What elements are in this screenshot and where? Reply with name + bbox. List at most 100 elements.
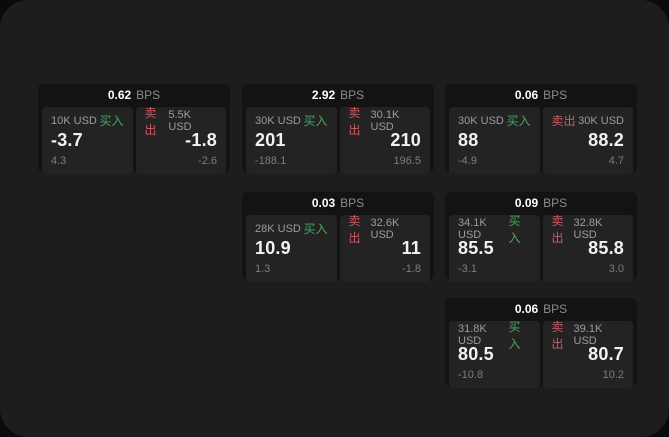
sell-tag: 卖出: [348, 213, 361, 245]
buy-price: 88: [458, 130, 479, 150]
sell-sub-value: 10.2: [602, 369, 624, 381]
quote-card: 0.06 BPS 31.8K USD 买入 80.5 -10.8 卖出 39.1…: [445, 298, 637, 388]
buy-top-row: 30K USD 买入: [255, 113, 328, 128]
sell-top-row: 卖出 5.5K USD: [145, 106, 218, 137]
buy-price: 85.5: [458, 238, 494, 258]
buy-price: 201: [255, 130, 286, 150]
sell-top-row: 卖出 32.6K USD: [349, 214, 422, 245]
buy-quote-panel[interactable]: 30K USD 买入 201 -188.1: [246, 107, 337, 174]
sell-quote-panel[interactable]: 卖出 5.5K USD -1.8 -2.6: [135, 106, 226, 174]
quote-card: 0.62 BPS 10K USD 买入 -3.7 4.3 卖出 5.5K USD…: [38, 84, 230, 174]
bps-unit-label: BPS: [340, 196, 365, 210]
bps-unit-label: BPS: [340, 88, 365, 102]
sell-price: 88.2: [588, 130, 624, 150]
sell-top-row: 卖出 30.1K USD: [349, 106, 422, 137]
buy-tag: 买入: [303, 114, 328, 128]
sell-top-row: 卖出 32.8K USD: [552, 214, 625, 245]
sell-sub-value: -2.6: [198, 155, 217, 167]
bps-value: 0.09: [514, 196, 539, 210]
card-header: 0.62 BPS: [38, 84, 230, 106]
card-body: 31.8K USD 买入 80.5 -10.8 卖出 39.1K USD 80.…: [445, 320, 637, 388]
sell-sub-value: 4.7: [608, 155, 624, 167]
sell-tag: 卖出: [551, 319, 564, 351]
sell-quote-panel[interactable]: 卖出 32.8K USD 85.8 3.0: [542, 214, 633, 282]
buy-amount: 30K USD: [458, 114, 504, 127]
buy-quote-panel[interactable]: 30K USD 买入 88 -4.9: [449, 107, 540, 174]
bps-unit-label: BPS: [543, 302, 568, 316]
bps-value: 0.62: [107, 88, 132, 102]
bps-value: 0.06: [514, 302, 539, 316]
sell-price: 11: [401, 238, 421, 258]
buy-sub-value: -3.1: [458, 263, 477, 275]
bps-value: 0.03: [311, 196, 336, 210]
buy-amount: 31.8K USD: [458, 322, 487, 347]
buy-price: -3.7: [51, 130, 83, 150]
sell-amount: 32.8K USD: [573, 216, 603, 241]
buy-quote-panel[interactable]: 10K USD 买入 -3.7 4.3: [42, 107, 133, 174]
card-body: 34.1K USD 买入 85.5 -3.1 卖出 32.8K USD 85.8…: [445, 214, 637, 282]
card-body: 10K USD 买入 -3.7 4.3 卖出 5.5K USD -1.8 -2.…: [38, 106, 230, 174]
buy-amount: 34.1K USD: [458, 216, 487, 241]
buy-top-row: 31.8K USD 买入: [458, 320, 531, 351]
quote-card: 0.06 BPS 30K USD 买入 88 -4.9 卖出 30K USD 8…: [445, 84, 637, 174]
sell-tag: 卖出: [551, 213, 564, 245]
sell-tag: 卖出: [144, 105, 157, 137]
sell-top-row: 卖出 30K USD: [552, 113, 625, 128]
sell-tag: 卖出: [551, 114, 576, 128]
bps-value: 2.92: [311, 88, 336, 102]
buy-top-row: 10K USD 买入: [51, 113, 124, 128]
buy-tag: 买入: [506, 114, 531, 128]
buy-amount: 30K USD: [255, 114, 301, 127]
sell-price: 85.8: [588, 238, 624, 258]
quote-card: 0.09 BPS 34.1K USD 买入 85.5 -3.1 卖出 32.8K…: [445, 192, 637, 282]
buy-sub-value: 1.3: [255, 263, 271, 275]
buy-sub-value: 4.3: [51, 155, 67, 167]
sell-quote-panel[interactable]: 卖出 32.6K USD 11 -1.8: [339, 214, 430, 282]
buy-price: 10.9: [255, 238, 291, 258]
sell-sub-value: 196.5: [393, 155, 421, 167]
card-header: 0.03 BPS: [242, 192, 434, 214]
quote-card: 2.92 BPS 30K USD 买入 201 -188.1 卖出 30.1K …: [242, 84, 434, 174]
card-header: 0.06 BPS: [445, 298, 637, 320]
card-body: 30K USD 买入 88 -4.9 卖出 30K USD 88.2 4.7: [445, 106, 637, 174]
card-header: 2.92 BPS: [242, 84, 434, 106]
sell-price: -1.8: [185, 130, 217, 150]
buy-top-row: 34.1K USD 买入: [458, 214, 531, 245]
buy-tag: 买入: [99, 114, 124, 128]
buy-top-row: 30K USD 买入: [458, 113, 531, 128]
sell-quote-panel[interactable]: 卖出 39.1K USD 80.7 10.2: [542, 320, 633, 388]
buy-top-row: 28K USD 买入: [255, 221, 328, 236]
sell-quote-panel[interactable]: 卖出 30K USD 88.2 4.7: [542, 107, 633, 174]
bps-unit-label: BPS: [136, 88, 161, 102]
card-body: 30K USD 买入 201 -188.1 卖出 30.1K USD 210 1…: [242, 106, 434, 174]
buy-amount: 28K USD: [255, 222, 301, 235]
sell-amount: 39.1K USD: [573, 322, 603, 347]
buy-sub-value: -188.1: [255, 155, 287, 167]
sell-quote-panel[interactable]: 卖出 30.1K USD 210 196.5: [339, 106, 430, 174]
buy-quote-panel[interactable]: 31.8K USD 买入 80.5 -10.8: [449, 320, 540, 388]
buy-quote-panel[interactable]: 34.1K USD 买入 85.5 -3.1: [449, 214, 540, 282]
quote-card: 0.03 BPS 28K USD 买入 10.9 1.3 卖出 32.6K US…: [242, 192, 434, 282]
buy-sub-value: -10.8: [458, 369, 484, 381]
buy-sub-value: -4.9: [458, 155, 477, 167]
buy-price: 80.5: [458, 344, 494, 364]
sell-top-row: 卖出 39.1K USD: [552, 320, 625, 351]
sell-amount: 32.6K USD: [370, 216, 400, 241]
card-body: 28K USD 买入 10.9 1.3 卖出 32.6K USD 11 -1.8: [242, 214, 434, 282]
card-header: 0.06 BPS: [445, 84, 637, 106]
buy-tag: 买入: [508, 319, 521, 351]
card-header: 0.09 BPS: [445, 192, 637, 214]
sell-amount: 30.1K USD: [370, 108, 400, 133]
buy-amount: 10K USD: [51, 114, 97, 127]
buy-tag: 买入: [508, 213, 521, 245]
sell-sub-value: 3.0: [608, 263, 624, 275]
sell-sub-value: -1.8: [402, 263, 421, 275]
sell-price: 210: [390, 130, 421, 150]
buy-tag: 买入: [303, 222, 328, 236]
sell-tag: 卖出: [348, 105, 361, 137]
sell-amount: 30K USD: [578, 114, 624, 127]
buy-quote-panel[interactable]: 28K USD 买入 10.9 1.3: [246, 215, 337, 282]
sell-price: 80.7: [588, 344, 624, 364]
bps-value: 0.06: [514, 88, 539, 102]
sell-amount: 5.5K USD: [168, 108, 192, 133]
